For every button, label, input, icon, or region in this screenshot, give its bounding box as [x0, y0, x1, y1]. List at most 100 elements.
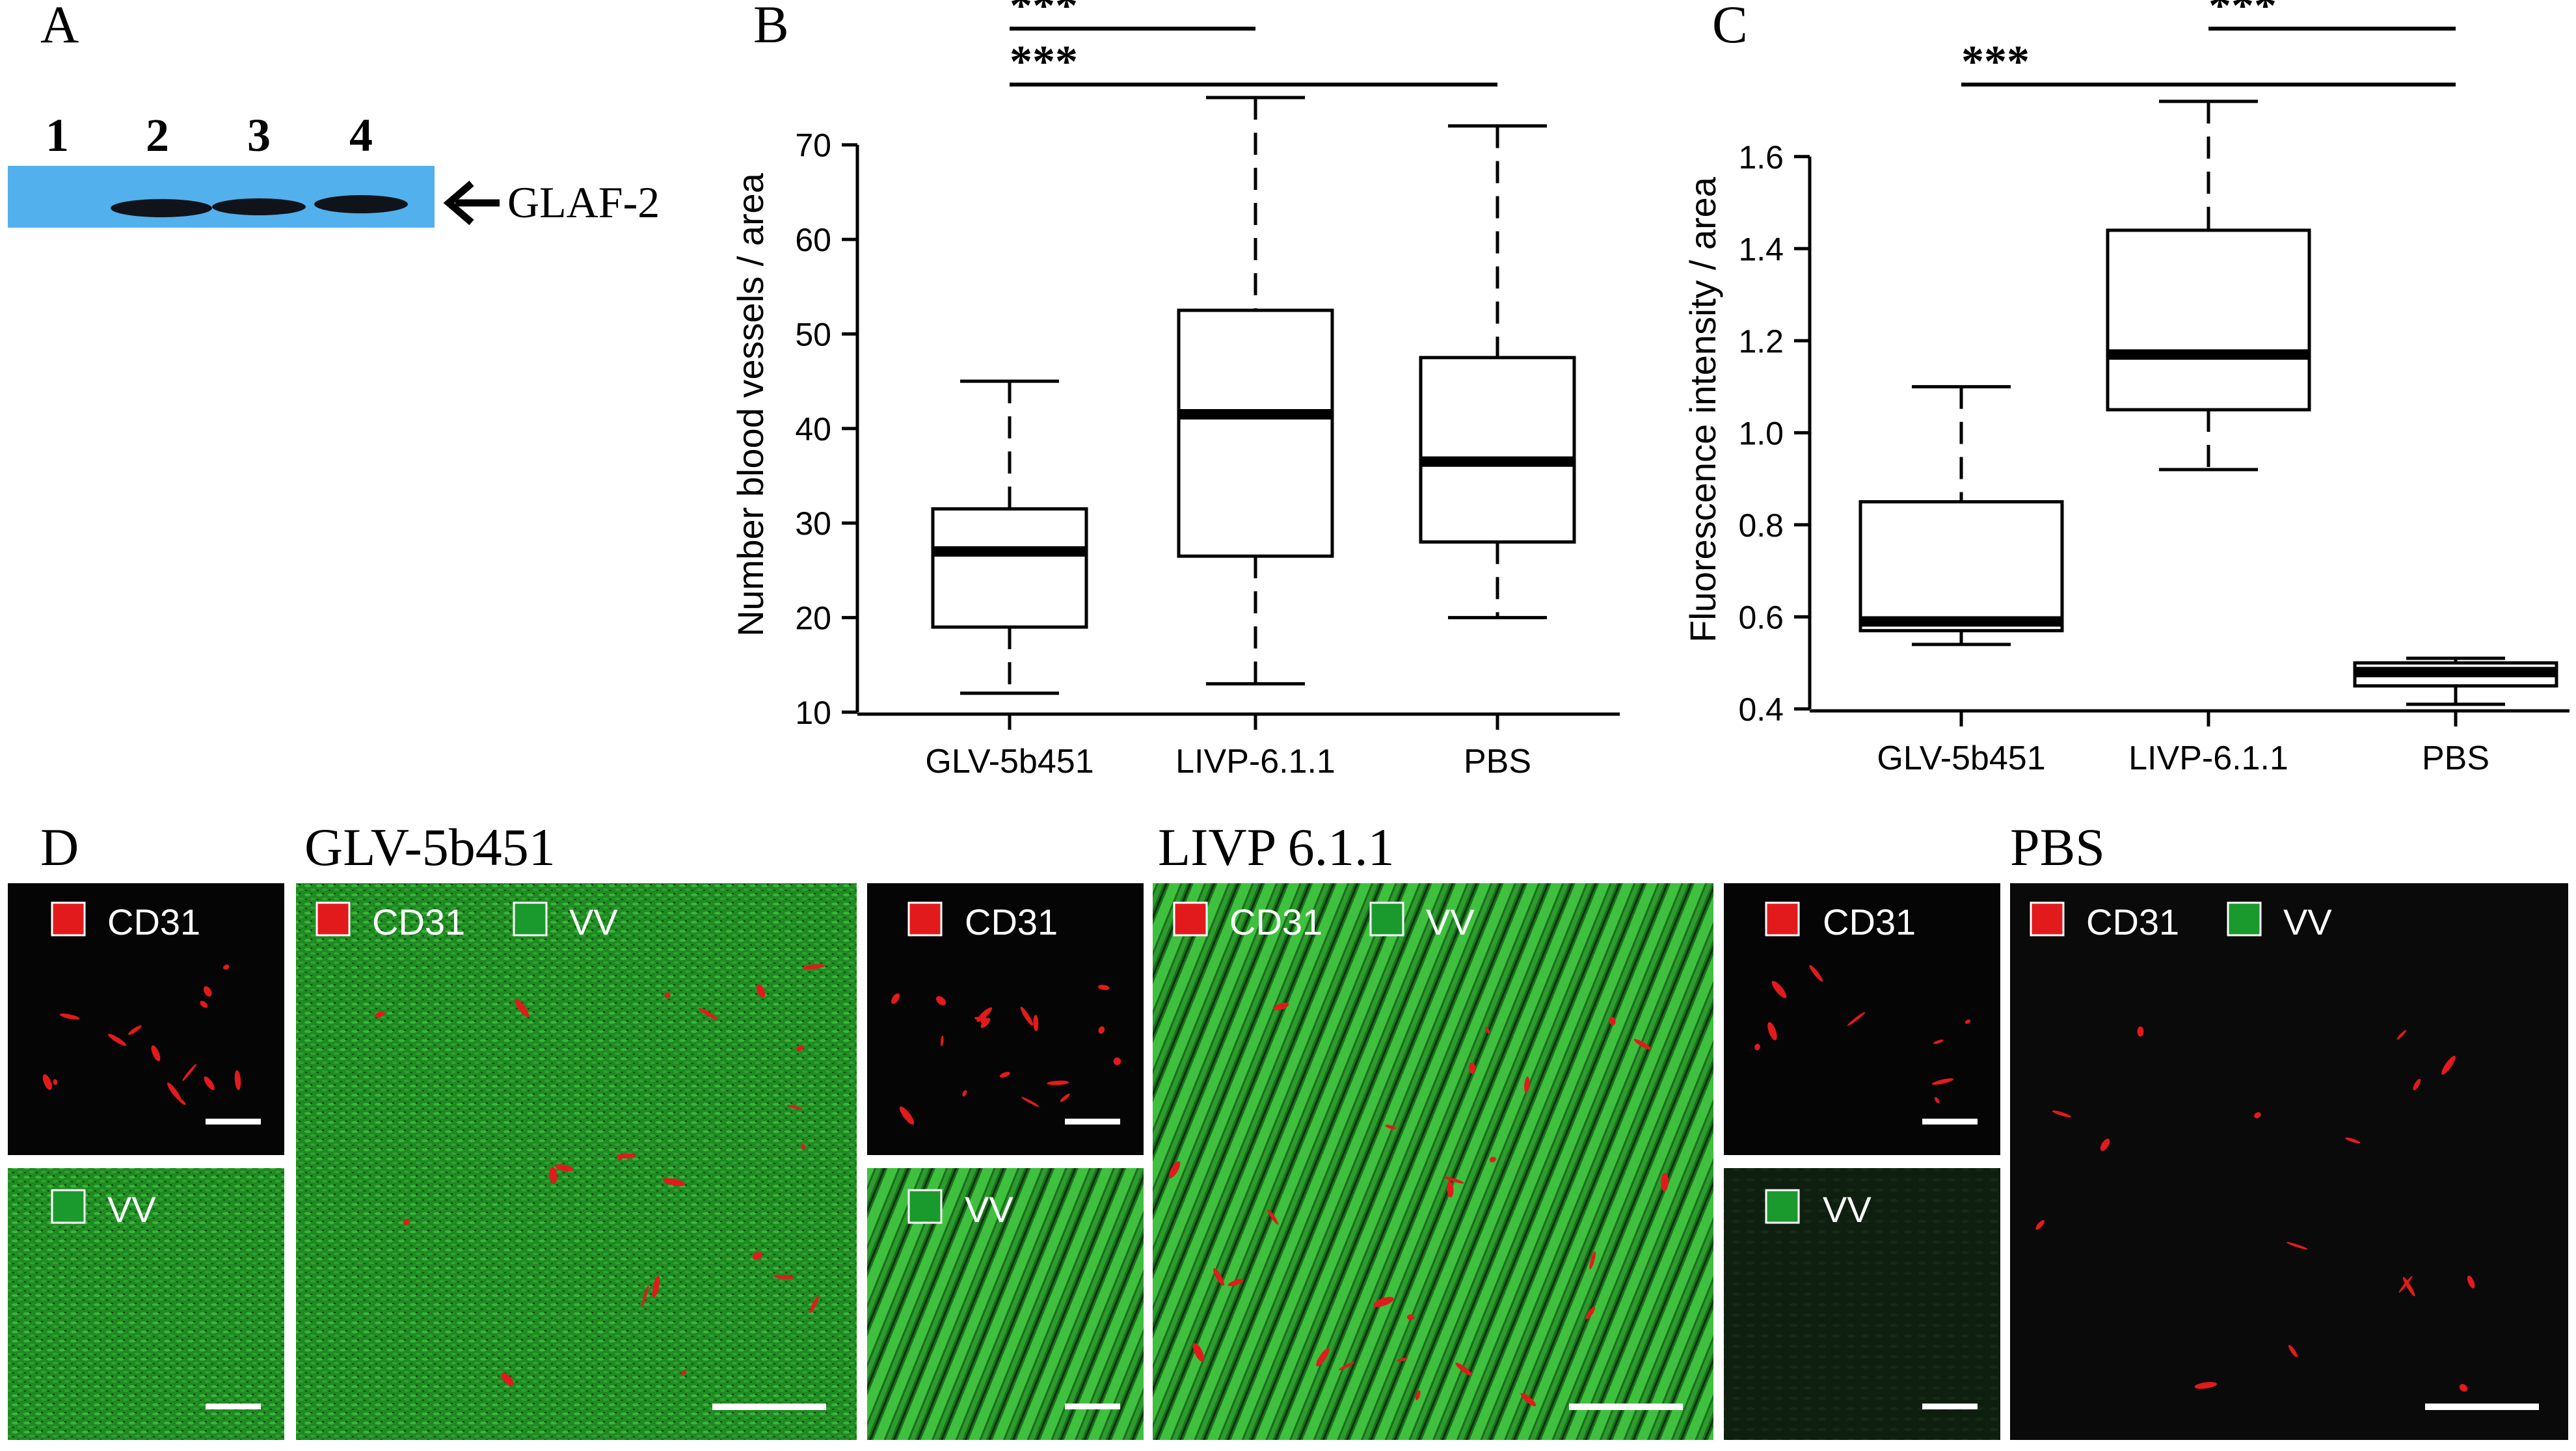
legend-label-vv: VV — [965, 1189, 1013, 1230]
box-livp-6.1.1 — [1177, 96, 1334, 686]
legend-label-cd31: CD31 — [2086, 901, 2179, 942]
scale-bar — [712, 1404, 826, 1410]
x-tick-label: LIVP-6.1.1 — [2128, 739, 2288, 777]
legend-label-cd31: CD31 — [372, 901, 465, 942]
legend-label-cd31: CD31 — [107, 901, 200, 942]
arrow-icon — [443, 180, 500, 226]
cd31-speck — [617, 1153, 636, 1159]
cd31-speck — [1033, 1015, 1039, 1032]
cd31-speck — [1661, 1173, 1669, 1191]
legend-label-vv: VV — [1823, 1189, 1872, 1230]
cd31-speck — [1098, 1026, 1105, 1034]
micrograph-pbs-vv: VV — [1724, 1168, 2000, 1440]
cd31-speck — [1267, 1209, 1279, 1225]
cd31-speck — [1771, 981, 1787, 998]
cd31-speck — [1447, 1180, 1454, 1198]
y-tick-label: 30 — [795, 505, 831, 542]
scale-bar — [1922, 1404, 1978, 1409]
micrograph-glv-vv: VV — [8, 1168, 284, 1440]
cd31-speck — [1047, 1080, 1069, 1085]
panel-a-letter: A — [40, 0, 79, 54]
cd31-speck — [1633, 1039, 1652, 1050]
x-tick-label: LIVP-6.1.1 — [1175, 743, 1335, 780]
cd31-speck — [2194, 1381, 2218, 1389]
cd31-speck — [42, 1074, 52, 1090]
cd31-speck — [2345, 1138, 2361, 1143]
scale-bar — [206, 1119, 261, 1125]
cd31-speck — [2137, 1026, 2144, 1037]
cd31-speck — [1021, 1097, 1040, 1107]
cd31-speck — [1169, 1161, 1181, 1178]
iqr-box — [931, 507, 1088, 629]
micrograph-livp-vv: VV — [867, 1168, 1144, 1440]
y-tick-label: 20 — [795, 600, 831, 637]
legend-label-vv: VV — [1426, 901, 1475, 942]
cd31-speck — [796, 1045, 804, 1052]
cd31-speck — [128, 1025, 142, 1035]
lane-labels: 1 2 3 4 — [46, 109, 373, 161]
panel-b-letter: B — [753, 0, 789, 54]
y-tick-label: 0.8 — [1738, 507, 1784, 544]
cd31-speck — [1097, 985, 1110, 991]
cd31-signal — [42, 965, 241, 1105]
box-pbs — [2353, 656, 2558, 706]
legend-swatch-vv — [1765, 1189, 1800, 1224]
cd31-speck — [1397, 1357, 1408, 1362]
scale-bar — [2425, 1404, 2539, 1410]
band-lane-3 — [212, 198, 306, 215]
cd31-speck — [1213, 1268, 1225, 1286]
cd31-speck — [515, 998, 530, 1017]
legend-label-vv: VV — [569, 901, 618, 942]
group-title-pbs: PBS — [2010, 818, 2105, 877]
cd31-speck — [1931, 1078, 1954, 1085]
cd31-speck — [1443, 1177, 1464, 1184]
blot-bands — [111, 195, 408, 217]
cd31-speck — [641, 1285, 649, 1307]
micrograph-pbs-cd31: CD31 — [1724, 883, 2000, 1155]
cd31-speck — [1767, 1022, 1777, 1041]
band-label: GLAF-2 — [507, 178, 660, 227]
cd31-speck — [403, 1219, 410, 1225]
cd31-speck — [2467, 1275, 2475, 1288]
cd31-speck — [1484, 1026, 1490, 1034]
cd31-speck — [1524, 1076, 1530, 1093]
panel-a: A 1 2 3 4 GLAF-2 — [8, 0, 660, 228]
lane-label: 1 — [46, 109, 69, 161]
cd31-speck — [1809, 965, 1823, 982]
cd31-speck — [1373, 1297, 1394, 1307]
cd31-signal — [1754, 965, 1971, 1104]
box-livp-6.1.1 — [2106, 100, 2311, 472]
lane-label: 2 — [146, 109, 169, 161]
significance-label: *** — [2208, 0, 2277, 31]
y-tick-label: 40 — [795, 411, 831, 447]
significance-label: *** — [1010, 0, 1078, 31]
cd31-speck — [1228, 1279, 1244, 1286]
cd31-speck — [752, 1252, 763, 1260]
significance-label: *** — [1961, 37, 2030, 87]
group-title-livp: LIVP 6.1.1 — [1158, 818, 1395, 877]
cd31-speck — [1455, 1363, 1473, 1376]
cd31-speck — [1113, 1057, 1121, 1065]
x-tick-label: GLV-5b451 — [925, 743, 1093, 780]
cd31-speck — [1406, 1314, 1415, 1320]
legend-swatch-cd31 — [1173, 901, 1208, 937]
cd31-speck — [223, 965, 230, 970]
cd31-speck — [554, 1164, 574, 1171]
cd31-speck — [1520, 1392, 1536, 1407]
x-tick-label: PBS — [2422, 739, 2489, 777]
panel-b: B 10 20 30 40 50 60 70 Number blood vessels / a… — [730, 0, 1620, 780]
panel-c: C 0.4 0.6 0.8 1.0 1.2 1.4 1.6 Fluorescence inte… — [1682, 0, 2569, 777]
y-tick-label: 1.4 — [1738, 231, 1784, 267]
cd31-signal — [2035, 1026, 2475, 1392]
cd31-speck — [1316, 1348, 1330, 1366]
scale-bar — [1922, 1119, 1978, 1125]
cd31-speck — [59, 1013, 80, 1020]
iqr-box — [1419, 356, 1576, 544]
panel-d-letter: D — [40, 818, 79, 877]
y-axis-label: Number blood vessels / area — [730, 172, 771, 637]
cd31-speck — [664, 992, 671, 998]
scale-bar — [1569, 1404, 1683, 1410]
y-tick-label: 50 — [795, 316, 831, 353]
cd31-speck — [935, 996, 946, 1005]
iqr-box — [2106, 228, 2311, 412]
